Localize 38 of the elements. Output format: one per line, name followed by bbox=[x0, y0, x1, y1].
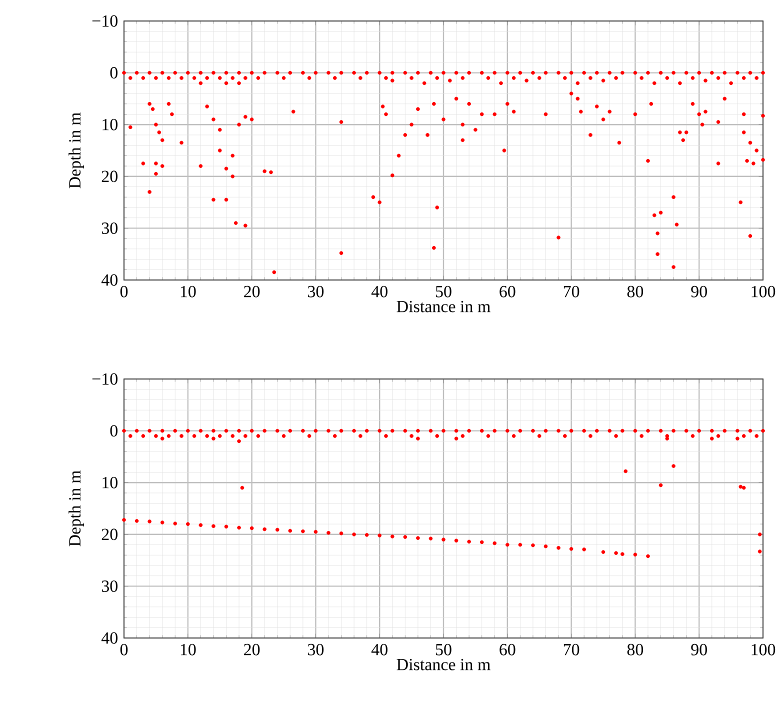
x-axis-title: Distance in m bbox=[396, 658, 490, 670]
y-tick-label: 30 bbox=[102, 222, 118, 234]
y-tick-label: 40 bbox=[101, 632, 118, 644]
x-axis-title: Distance in m bbox=[396, 300, 490, 312]
x-tick-label: 60 bbox=[500, 644, 516, 656]
x-tick-label: 20 bbox=[244, 286, 260, 298]
x-tick-label: 100 bbox=[752, 286, 776, 298]
y-tick-label: 20 bbox=[102, 170, 118, 182]
x-tick-label: 70 bbox=[564, 286, 580, 298]
y-tick-label: 0 bbox=[110, 425, 118, 437]
x-tick-label: 90 bbox=[691, 644, 707, 656]
x-tick-label: 0 bbox=[120, 286, 128, 298]
y-tick-label: 20 bbox=[102, 528, 118, 540]
x-tick-label: 40 bbox=[371, 644, 388, 656]
x-tick-label: 50 bbox=[436, 644, 452, 656]
x-tick-label: 100 bbox=[752, 644, 776, 656]
y-tick-label: 10 bbox=[102, 476, 118, 488]
x-tick-label: 80 bbox=[627, 644, 644, 656]
x-tick-label: 30 bbox=[308, 644, 324, 656]
x-tick-label: 0 bbox=[120, 644, 128, 656]
y-tick-label: 30 bbox=[102, 580, 118, 592]
y-axis-title: Depth in m bbox=[68, 112, 84, 188]
x-tick-label: 30 bbox=[308, 286, 324, 298]
y-tick-label: 40 bbox=[101, 274, 118, 286]
x-tick-label: 40 bbox=[371, 286, 388, 298]
x-tick-label: 10 bbox=[180, 286, 196, 298]
y-tick-label: 10 bbox=[102, 118, 118, 130]
x-tick-label: 50 bbox=[436, 286, 452, 298]
x-tick-label: 10 bbox=[180, 644, 196, 656]
x-tick-label: 90 bbox=[691, 286, 707, 298]
x-tick-label: 20 bbox=[244, 644, 260, 656]
y-tick-label: 0 bbox=[110, 67, 118, 79]
x-tick-label: 80 bbox=[627, 286, 644, 298]
y-tick-label: −10 bbox=[92, 15, 118, 27]
x-tick-label: 70 bbox=[564, 644, 580, 656]
y-axis-title: Depth in m bbox=[68, 470, 84, 546]
y-tick-label: −10 bbox=[92, 373, 118, 385]
x-tick-label: 60 bbox=[500, 286, 516, 298]
